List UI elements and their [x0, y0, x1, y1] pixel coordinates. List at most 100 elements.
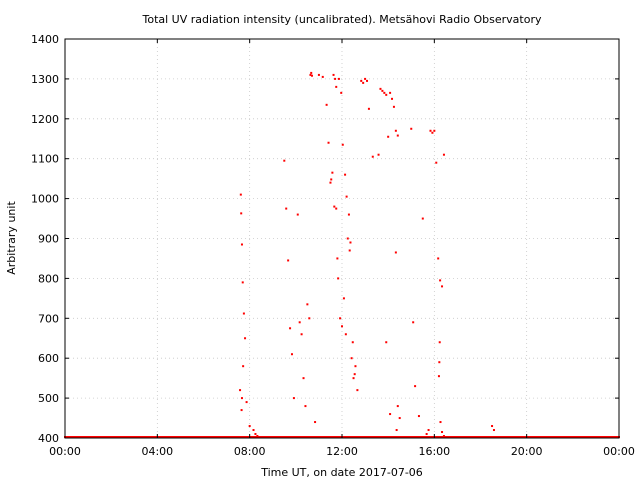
baseline-point: [135, 436, 138, 438]
y-axis-tick-labels: 400 500 600 700 800 900 1000 1100 1200 1300 1400: [31, 33, 59, 445]
baseline-point: [184, 436, 187, 438]
baseline-point: [569, 436, 572, 438]
baseline-point: [261, 436, 264, 438]
baseline-point: [167, 436, 170, 438]
baseline-point: [282, 436, 285, 438]
baseline-point: [599, 436, 602, 438]
data-point: [442, 153, 445, 156]
baseline-point: [280, 436, 283, 438]
baseline-point: [497, 436, 500, 438]
baseline-point: [548, 436, 551, 438]
baseline-point: [572, 436, 575, 438]
baseline-point: [157, 436, 160, 438]
axis-ticks: [64, 38, 620, 439]
baseline-point: [74, 436, 77, 438]
baseline-point: [388, 436, 391, 438]
baseline-point: [503, 436, 506, 438]
baseline-point: [179, 436, 182, 438]
baseline-point: [474, 436, 477, 438]
baseline-point: [369, 436, 372, 438]
baseline-point: [373, 436, 376, 438]
data-point: [348, 249, 351, 252]
baseline-point: [284, 436, 287, 438]
baseline-point: [563, 436, 566, 438]
baseline-point: [289, 436, 292, 438]
baseline-point: [312, 436, 315, 438]
baseline-point: [405, 436, 408, 438]
baseline-point: [308, 436, 311, 438]
data-point: [442, 435, 445, 438]
baseline-point: [216, 436, 219, 438]
data-point: [342, 297, 345, 300]
baseline-point: [145, 436, 148, 438]
baseline-point: [166, 436, 169, 438]
x-tick-label: 16:00: [418, 445, 450, 458]
data-point: [437, 257, 440, 260]
baseline-point: [76, 436, 79, 438]
baseline-point: [409, 436, 412, 438]
baseline-point: [254, 436, 257, 438]
baseline-point: [95, 436, 98, 438]
baseline-point: [516, 436, 519, 438]
baseline-point: [244, 436, 247, 438]
baseline-point: [515, 436, 518, 438]
baseline-point: [461, 436, 464, 438]
baseline-point: [295, 436, 298, 438]
data-point: [351, 341, 354, 344]
baseline-point: [478, 436, 481, 438]
data-point: [309, 73, 312, 76]
x-axis-label: Time UT, on date 2017-07-06: [260, 466, 423, 479]
baseline-point: [583, 436, 586, 438]
baseline-point: [136, 436, 139, 438]
baseline-point: [257, 436, 260, 438]
baseline-point: [421, 436, 424, 438]
baseline-point: [293, 436, 296, 438]
baseline-point: [134, 436, 137, 438]
baseline-point: [112, 436, 115, 438]
data-point: [433, 129, 436, 132]
baseline-point: [514, 436, 517, 438]
baseline-point: [429, 436, 432, 438]
baseline-point: [518, 436, 521, 438]
baseline-point: [377, 436, 380, 438]
baseline-point: [581, 436, 584, 438]
baseline-point: [579, 436, 582, 438]
data-point: [248, 425, 251, 428]
baseline-point: [360, 436, 363, 438]
baseline-point: [523, 436, 526, 438]
data-point: [425, 433, 428, 436]
baseline-point: [556, 436, 559, 438]
baseline-point: [109, 436, 112, 438]
baseline-point: [354, 436, 357, 438]
baseline-point: [542, 436, 545, 438]
x-axis-tick-labels: 00:00 04:00 08:00 12:00 16:00 20:00 00:00: [49, 445, 635, 458]
baseline-point: [299, 436, 302, 438]
baseline-point: [387, 436, 390, 438]
baseline-point: [420, 436, 423, 438]
baseline-point: [115, 436, 118, 438]
data-point: [354, 365, 357, 368]
baseline-point: [175, 436, 178, 438]
baseline-point: [265, 436, 268, 438]
baseline-point: [246, 436, 249, 438]
baseline-point: [84, 436, 87, 438]
baseline-point: [510, 436, 513, 438]
baseline-point: [242, 436, 245, 438]
baseline-point: [212, 436, 215, 438]
baseline-point: [616, 436, 619, 438]
baseline-point: [397, 436, 400, 438]
baseline-point: [234, 436, 237, 438]
baseline-point: [380, 436, 383, 438]
data-point: [334, 77, 337, 80]
baseline-point: [446, 436, 449, 438]
baseline-point: [238, 436, 241, 438]
baseline-point: [428, 436, 431, 438]
baseline-point: [144, 436, 147, 438]
baseline-point: [75, 436, 78, 438]
data-point: [302, 377, 305, 380]
baseline-point: [455, 436, 458, 438]
baseline-point: [151, 436, 154, 438]
baseline-point: [332, 436, 335, 438]
baseline-point: [339, 436, 342, 438]
baseline-point: [91, 436, 94, 438]
